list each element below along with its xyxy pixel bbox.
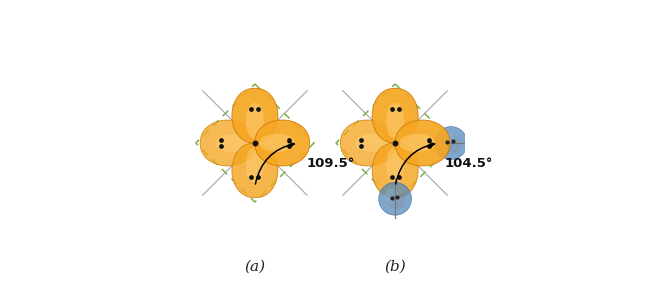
Polygon shape — [386, 103, 404, 139]
Text: 104.5°: 104.5° — [445, 157, 493, 170]
Polygon shape — [400, 134, 435, 152]
Circle shape — [379, 182, 411, 215]
Polygon shape — [246, 147, 264, 183]
Polygon shape — [395, 120, 450, 166]
Polygon shape — [355, 134, 391, 152]
Polygon shape — [232, 143, 278, 198]
Polygon shape — [246, 103, 264, 139]
Polygon shape — [255, 120, 309, 166]
Circle shape — [434, 127, 467, 159]
Circle shape — [388, 191, 406, 209]
Polygon shape — [215, 134, 250, 152]
Text: 109.5°: 109.5° — [307, 157, 355, 170]
Polygon shape — [232, 88, 278, 143]
Circle shape — [443, 136, 461, 154]
Text: (b): (b) — [384, 259, 406, 273]
Circle shape — [384, 189, 399, 204]
Polygon shape — [200, 120, 255, 166]
Polygon shape — [259, 134, 295, 152]
Polygon shape — [372, 143, 418, 198]
Circle shape — [440, 133, 455, 148]
Text: (a): (a) — [244, 259, 265, 273]
Polygon shape — [341, 120, 395, 166]
Polygon shape — [386, 147, 404, 183]
Polygon shape — [372, 88, 418, 143]
